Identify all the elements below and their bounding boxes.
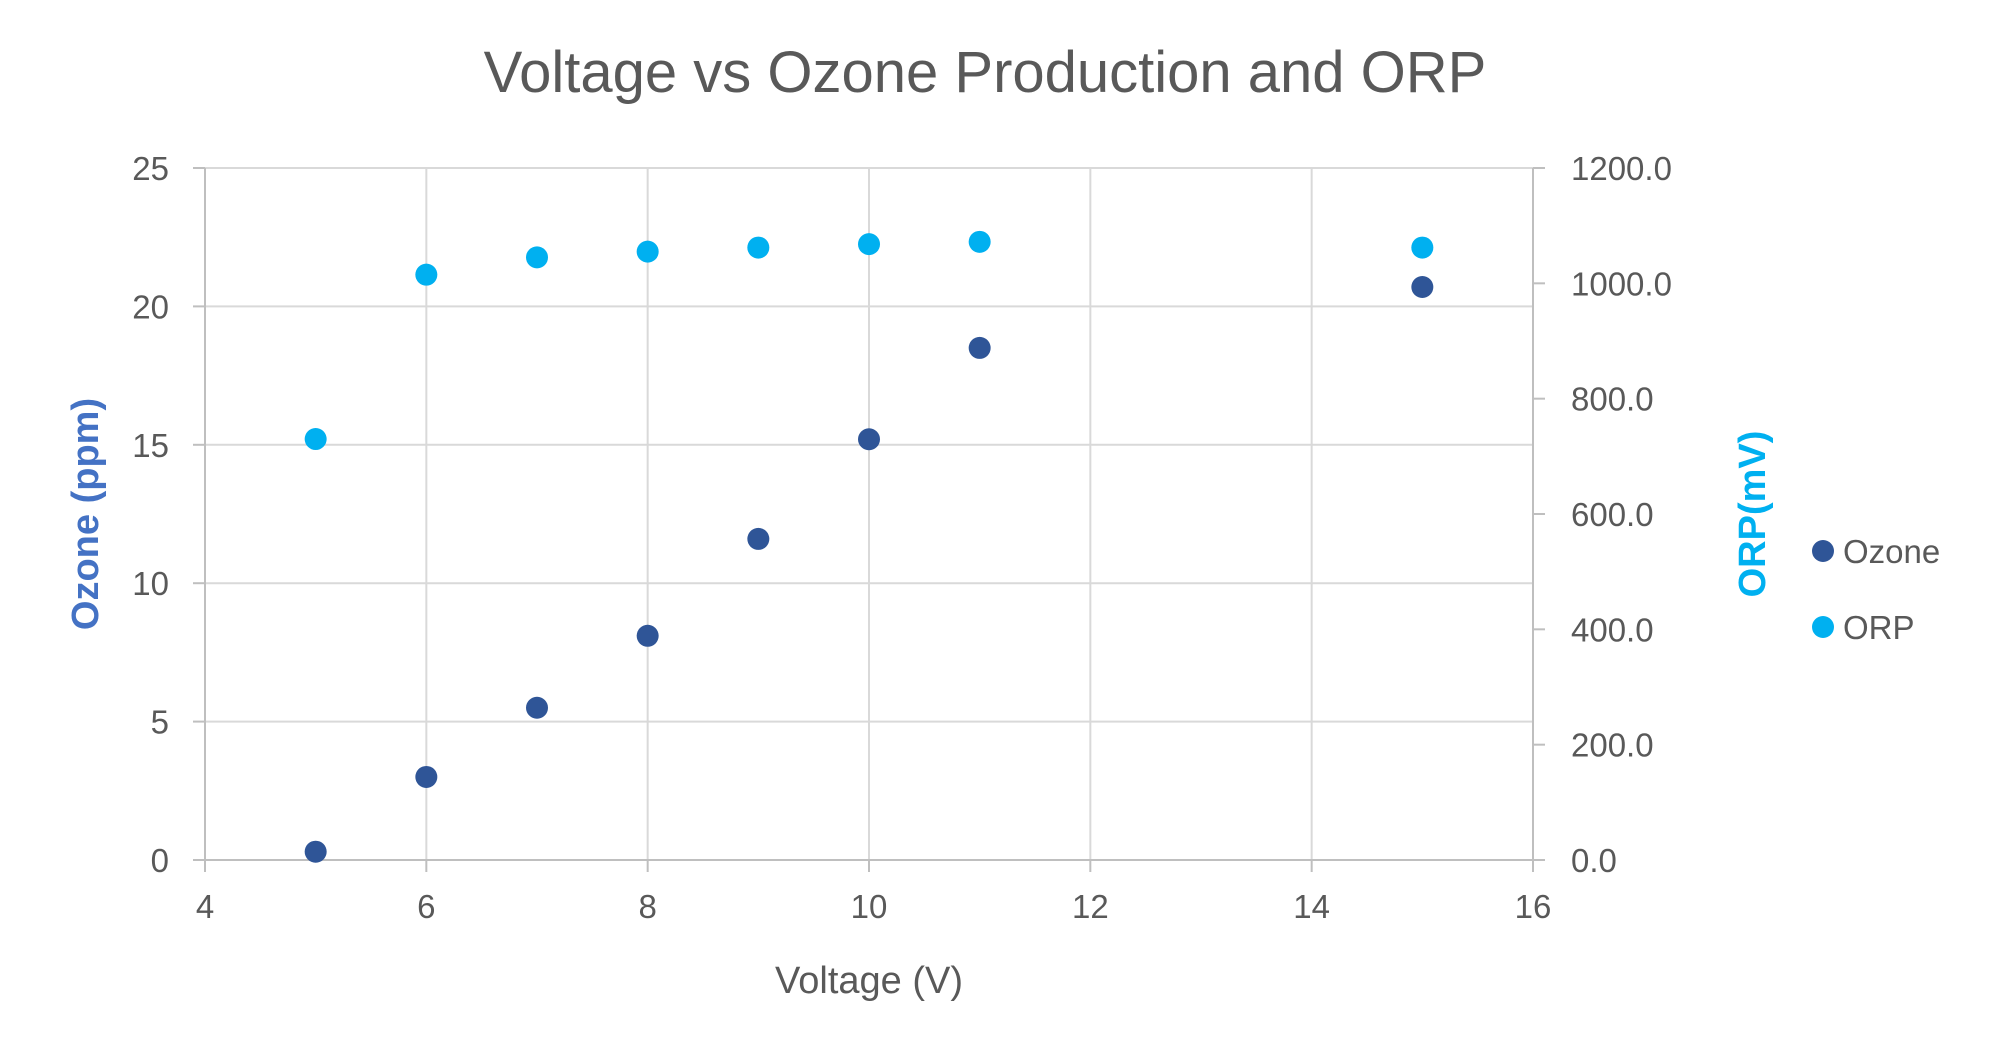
- data-points: [304, 230, 1434, 863]
- y2-tick-label: 1000.0: [1571, 265, 1672, 302]
- x-tick-label: 12: [1072, 888, 1109, 925]
- x-tick-label: 16: [1515, 888, 1552, 925]
- orp-point: [304, 428, 327, 451]
- y-tick-label: 15: [132, 427, 169, 464]
- ozone-point: [415, 765, 438, 788]
- y2-tick-label: 800.0: [1571, 381, 1654, 418]
- orp-point: [415, 263, 438, 286]
- y-axis-ticks: 0 5 10 15 20 25: [132, 150, 169, 879]
- y2-tick-label: 600.0: [1571, 496, 1654, 533]
- legend: Ozone ORP: [1812, 533, 1940, 646]
- ozone-point: [636, 624, 659, 647]
- orp-point: [747, 236, 770, 259]
- orp-legend-marker: [1812, 616, 1834, 638]
- y-tick-label: 5: [151, 704, 169, 741]
- y2-tick-label: 200.0: [1571, 727, 1654, 764]
- ozone-legend-marker: [1812, 540, 1834, 562]
- y-tick-label: 10: [132, 565, 169, 602]
- x-tick-label: 8: [638, 888, 656, 925]
- y2-tick-label: 1200.0: [1571, 150, 1672, 187]
- x-tick-label: 4: [196, 888, 214, 925]
- x-tick-label: 10: [851, 888, 888, 925]
- chart-title: Voltage vs Ozone Production and ORP: [484, 40, 1487, 105]
- y-tick-label: 25: [132, 150, 169, 187]
- x-axis-ticks: 4 6 8 10 12 14 16: [196, 888, 1552, 925]
- ozone-point: [1411, 276, 1434, 299]
- y2-axis-ticks: 0.0 200.0 400.0 600.0 800.0 1000.0 1200.0: [1571, 150, 1672, 879]
- y2-axis-title: ORP(mV): [1732, 431, 1774, 598]
- orp-point: [858, 233, 880, 256]
- y-tick-label: 0: [151, 842, 169, 879]
- orp-point: [636, 240, 659, 263]
- x-tick-label: 14: [1293, 888, 1330, 925]
- ozone-point: [526, 696, 548, 719]
- orp-legend-label: ORP: [1843, 609, 1915, 646]
- ozone-point: [304, 840, 327, 863]
- orp-point: [1411, 236, 1434, 259]
- ozone-point: [858, 428, 880, 451]
- y-tick-label: 20: [132, 288, 169, 325]
- y2-tick-label: 0.0: [1571, 842, 1617, 879]
- y-axis-title: Ozone (ppm): [65, 398, 107, 630]
- axes: [193, 167, 1545, 872]
- y2-tick-label: 400.0: [1571, 611, 1654, 648]
- orp-point: [526, 246, 548, 269]
- ozone-legend-label: Ozone: [1843, 533, 1940, 570]
- ozone-point: [968, 336, 991, 359]
- orp-point: [968, 230, 991, 253]
- x-tick-label: 6: [417, 888, 435, 925]
- x-axis-title: Voltage (V): [775, 960, 963, 1002]
- gridlines: [204, 167, 1534, 861]
- ozone-point: [747, 527, 770, 550]
